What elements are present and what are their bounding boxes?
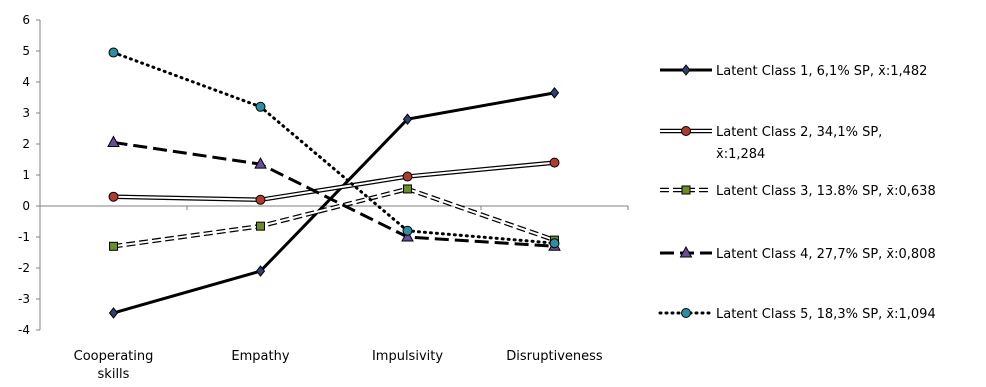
legend-marker (681, 64, 691, 76)
legend-item-4: Latent Class 4, 27,7% SP, x̄:0,808 (660, 245, 936, 262)
x-category-label: Empathy (231, 349, 289, 364)
data-point (108, 307, 119, 319)
series-layer (107, 47, 561, 319)
series-line-inner (113, 161, 555, 201)
data-point (107, 135, 120, 147)
series-1 (108, 87, 560, 319)
y-tick-label: 6 (22, 13, 30, 27)
series-line (113, 91, 555, 315)
data-point (256, 221, 265, 231)
legend-label: x̄:1,284 (716, 147, 765, 162)
data-point (549, 87, 560, 99)
data-point (549, 238, 560, 249)
y-tick-label: 4 (22, 75, 30, 89)
data-point (403, 184, 412, 194)
y-tick-label: 3 (22, 106, 30, 120)
legend-label: Latent Class 5, 18,3% SP, x̄:1,094 (716, 307, 936, 322)
data-point (402, 225, 413, 236)
y-tick-label: -2 (18, 261, 30, 275)
legend-marker (681, 185, 691, 195)
data-point (402, 113, 413, 126)
data-point (401, 229, 414, 242)
series-4 (107, 135, 561, 251)
legend: Latent Class 1, 6,1% SP, x̄:1,482 Latent … (658, 64, 936, 322)
legend-item-3: Latent Class 3, 13.8% SP, x̄:0,638 (660, 184, 936, 199)
legend-marker (679, 245, 693, 258)
x-category-label: Cooperating (74, 349, 154, 364)
y-tick-label: -1 (18, 230, 30, 244)
y-tick-label: 0 (22, 199, 30, 213)
data-point (255, 101, 266, 112)
series-5 (108, 47, 560, 249)
data-point (549, 157, 560, 168)
x-category-label: Impulsivity (372, 349, 443, 364)
x-category-label: skills (98, 367, 130, 382)
series-line-inner (113, 187, 555, 248)
data-point (108, 191, 119, 202)
legend-label: Latent Class 4, 27,7% SP, x̄:0,808 (716, 247, 936, 262)
data-point (255, 194, 266, 205)
y-tick-label: -4 (18, 323, 30, 337)
series-2 (108, 157, 560, 205)
series-line (112, 51, 556, 245)
y-tick-label: 2 (22, 137, 30, 151)
data-point (402, 171, 413, 182)
legend-label: Latent Class 1, 6,1% SP, x̄:1,482 (716, 64, 927, 79)
data-point (109, 241, 118, 251)
x-axis: Cooperating skills Empathy Impulsivity Disru… (39, 205, 629, 382)
y-tick-label: 1 (22, 168, 30, 182)
y-tick-label: -3 (18, 292, 30, 306)
legend-item-1: Latent Class 1, 6,1% SP, x̄:1,482 (660, 64, 927, 79)
y-tick-label: 5 (22, 44, 30, 58)
y-axis: -4 -3 -2 -1 0 1 2 3 4 5 6 (18, 13, 41, 337)
x-category-label: Disruptiveness (506, 349, 603, 364)
legend-item-2: Latent Class 2, 34,1% SP, x̄:1,284 (660, 125, 882, 162)
data-point (255, 265, 266, 277)
data-point (108, 47, 119, 58)
legend-label: Latent Class 2, 34,1% SP, (716, 125, 882, 140)
legend-marker (681, 308, 691, 318)
legend-marker (681, 126, 691, 136)
series-line (113, 140, 555, 248)
data-point (254, 157, 267, 169)
legend-label: Latent Class 3, 13.8% SP, x̄:0,638 (716, 184, 936, 199)
legend-item-5: Latent Class 5, 18,3% SP, x̄:1,094 (658, 307, 936, 322)
